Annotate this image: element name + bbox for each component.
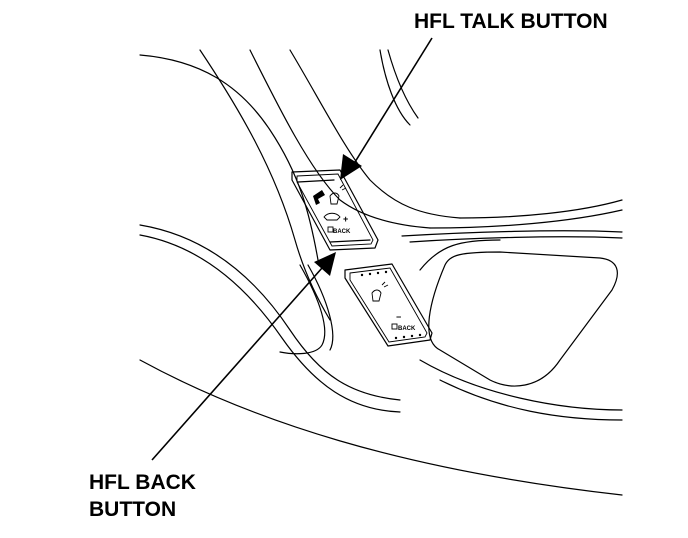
phone-icon: [313, 190, 325, 205]
hfl-back-button-callout: HFL BACK BUTTON: [89, 469, 196, 524]
hfl-back-button-callout-line2: BUTTON: [89, 498, 177, 522]
dot-row-top: [360, 270, 388, 277]
hfl-talk-button[interactable]: [313, 184, 347, 205]
hfl-button-cluster[interactable]: + BACK: [291, 169, 379, 251]
plus-glyph: +: [343, 214, 348, 224]
hang-up-icon: [323, 212, 341, 221]
back-button-leader: [151, 252, 336, 461]
minus-glyph: −: [396, 312, 401, 322]
back-icon: [391, 323, 398, 330]
trim-pad: [428, 251, 618, 387]
steering-wheel-outline: [139, 49, 623, 496]
voice-icon: [371, 281, 389, 302]
back-label: BACK: [333, 229, 351, 235]
hfl-back-button-callout-line1: HFL BACK: [89, 471, 196, 494]
back-icon: [327, 226, 334, 233]
hfl-talk-button-callout: HFL TALK BUTTON: [414, 10, 608, 33]
voice-icon: [329, 184, 347, 205]
voice-volume-button-cluster[interactable]: − BACK: [344, 263, 433, 347]
dot-row-bottom: [394, 333, 422, 340]
back-label: BACK: [398, 326, 416, 332]
talk-button-leader: [340, 37, 433, 180]
hfl-back-button[interactable]: + BACK: [323, 212, 351, 235]
